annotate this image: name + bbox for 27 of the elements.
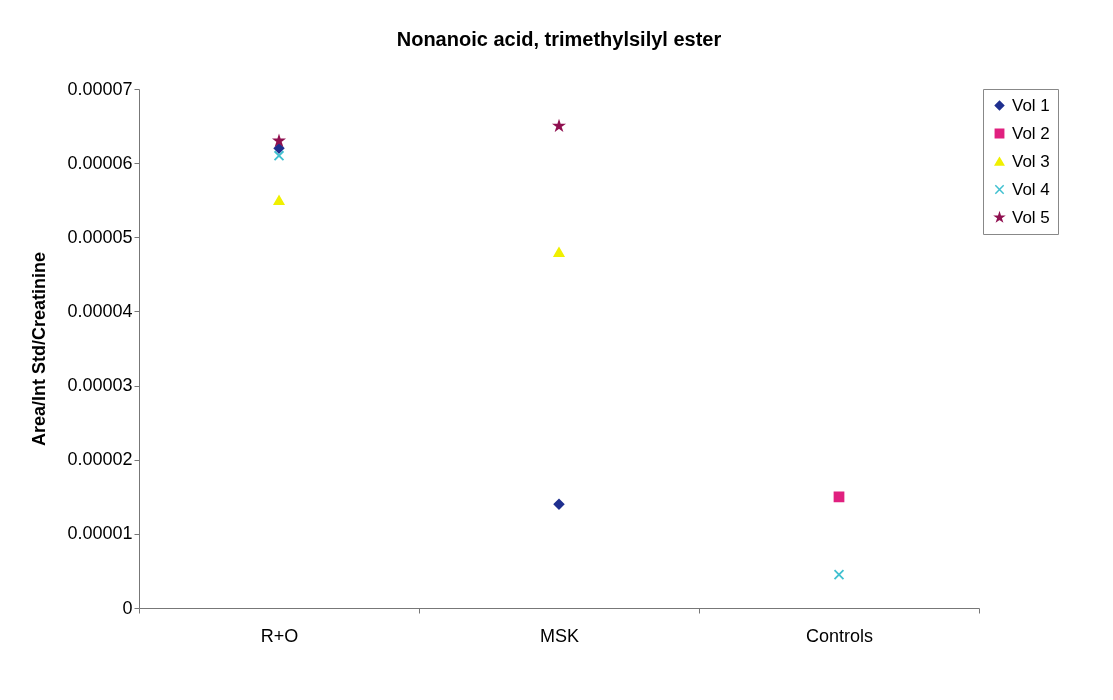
legend-label: Vol 5 bbox=[1012, 207, 1050, 227]
x-tick-label: MSK bbox=[539, 625, 580, 646]
x-tick-label: R+O bbox=[260, 625, 299, 646]
y-tick-label: 0.00003 bbox=[67, 375, 133, 396]
point bbox=[553, 120, 565, 131]
point bbox=[273, 195, 285, 205]
chart-title: Nonanoic acid, trimethylsilyl ester bbox=[396, 28, 722, 50]
legend-label: Vol 4 bbox=[1012, 179, 1050, 199]
y-tick-label: 0.00005 bbox=[67, 226, 133, 247]
legend-label: Vol 3 bbox=[1012, 151, 1050, 171]
y-tick-label: 0.00002 bbox=[67, 449, 133, 470]
y-tick-label: 0.00001 bbox=[67, 523, 133, 544]
point bbox=[273, 150, 285, 162]
point bbox=[553, 498, 565, 510]
point bbox=[833, 491, 845, 503]
point bbox=[833, 569, 845, 581]
point bbox=[553, 247, 565, 257]
y-tick-label: 0 bbox=[122, 597, 133, 618]
x-tick-label: Controls bbox=[805, 625, 874, 646]
point bbox=[273, 142, 285, 154]
y-tick-label: 0.00007 bbox=[67, 78, 133, 99]
y-tick-label: 0.00004 bbox=[67, 300, 133, 321]
legend-label: Vol 2 bbox=[1012, 123, 1050, 143]
legend-label: Vol 1 bbox=[1012, 95, 1050, 115]
point bbox=[272, 133, 286, 147]
y-tick-label: 0.00006 bbox=[67, 152, 133, 173]
y-axis-title: Area/Int Std/Creatinine bbox=[29, 251, 50, 447]
